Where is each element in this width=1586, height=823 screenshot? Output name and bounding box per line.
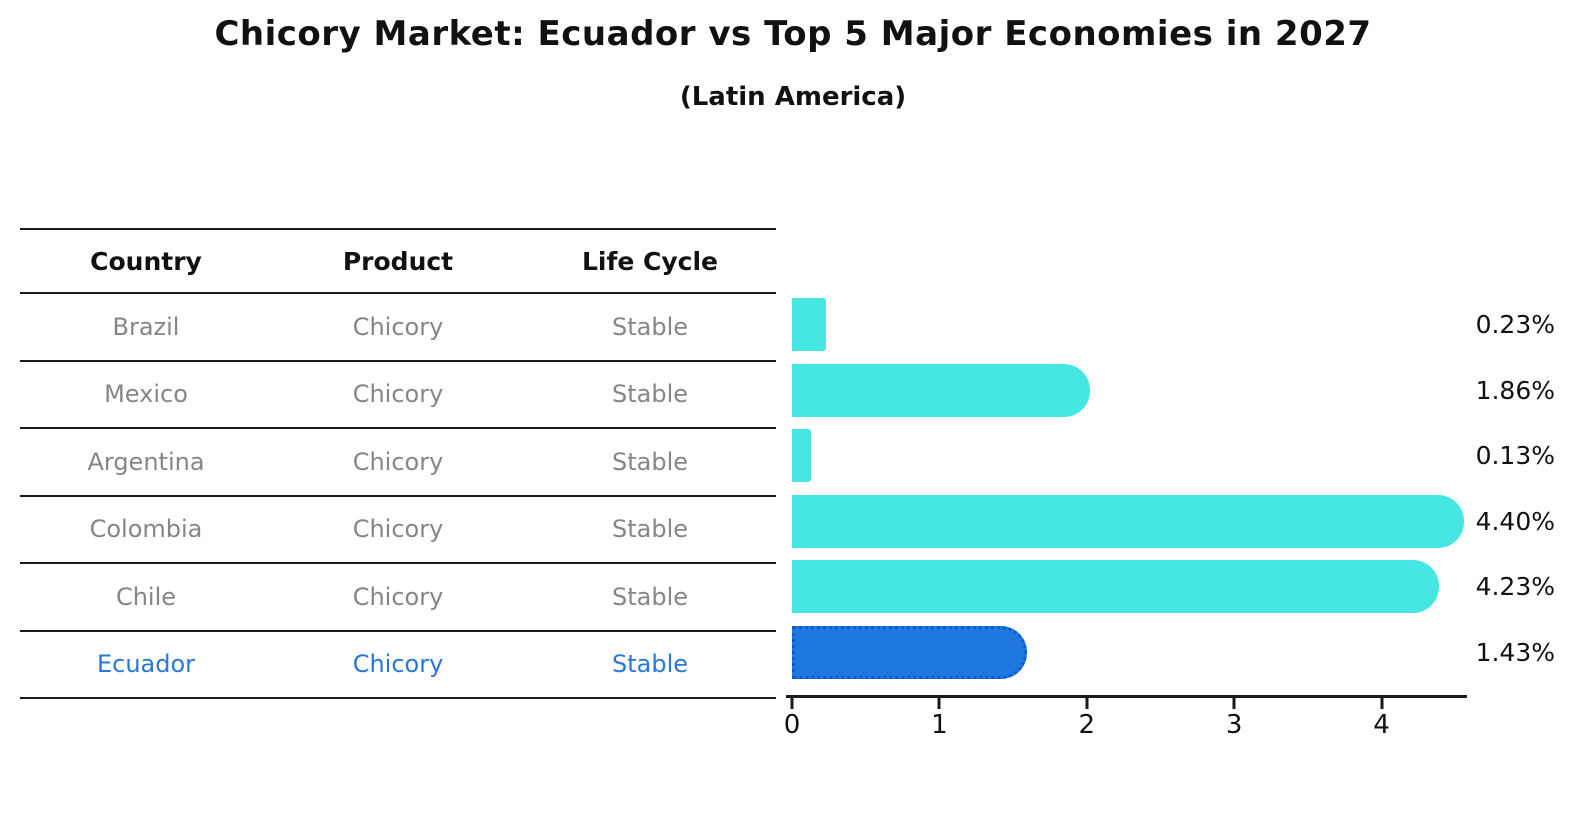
table-row: Mexico Chicory Stable [20, 362, 776, 429]
cell-life_cycle: Stable [611, 515, 689, 544]
x-tick-label: 1 [931, 710, 948, 740]
cell-country: Ecuador [96, 650, 196, 679]
cell-product: Chicory [352, 380, 444, 409]
value-label: 4.23% [1475, 572, 1555, 602]
bar-colombia [792, 494, 1465, 548]
cell-product: Chicory [352, 650, 444, 679]
cell-life_cycle: Stable [611, 650, 689, 679]
table-row: Colombia Chicory Stable [20, 497, 776, 564]
bar-row-brazil [792, 292, 1467, 358]
cell-life_cycle: Stable [611, 380, 689, 409]
x-tick-mark [1232, 698, 1236, 709]
value-label: 1.43% [1475, 637, 1555, 667]
bar-row-argentina [792, 423, 1467, 489]
cell-country: Mexico [104, 380, 188, 409]
cell-product: Chicory [352, 312, 444, 341]
bar-argentina [792, 429, 812, 482]
x-tick-mark [1380, 698, 1384, 709]
country-table: Country Product Life Cycle Brazil Chicory Sta… [20, 228, 776, 699]
value-label: 4.40% [1475, 506, 1555, 536]
cell-life_cycle: Stable [611, 582, 689, 611]
cell-product: Chicory [352, 447, 444, 476]
bar-ecuador [792, 625, 1027, 679]
x-tick-mark [790, 698, 794, 709]
x-axis: 0 1 2 3 4 [783, 695, 1467, 745]
cell-product: Chicory [352, 582, 444, 611]
x-tick-mark [937, 698, 941, 709]
x-tick-mark [1085, 698, 1089, 709]
table-header-row: Country Product Life Cycle [20, 228, 776, 294]
cell-country: Colombia [89, 515, 203, 544]
cell-country: Brazil [112, 312, 180, 341]
x-tick-label: 2 [1078, 710, 1096, 740]
value-label-column: 0.23% 1.86% 0.13% 4.40% 4.23% 1.43% [1430, 292, 1555, 685]
cell-life_cycle: Stable [611, 312, 689, 341]
table-row: Argentina Chicory Stable [20, 429, 776, 497]
cell-country: Argentina [87, 447, 205, 476]
cell-life_cycle: Stable [611, 447, 689, 476]
bar-chile [792, 560, 1440, 613]
bar-row-colombia [792, 489, 1467, 555]
chart-title: Chicory Market: Ecuador vs Top 5 Major E… [214, 14, 1372, 54]
bar-plot-area [792, 292, 1467, 685]
cell-product: Chicory [352, 515, 444, 544]
x-tick-label: 0 [783, 710, 801, 740]
x-tick-label: 4 [1373, 710, 1390, 740]
bar-mexico [792, 363, 1091, 417]
column-header: Product [342, 246, 454, 276]
cell-country: Chile [115, 582, 177, 611]
x-axis-line [786, 695, 1467, 698]
value-label: 0.13% [1475, 441, 1555, 471]
value-label: 0.23% [1475, 310, 1555, 340]
bar-row-chile [792, 554, 1467, 620]
column-header: Country [90, 246, 202, 276]
table-row: Brazil Chicory Stable [20, 294, 776, 362]
table-row: Chile Chicory Stable [20, 564, 776, 632]
column-header: Life Cycle [581, 246, 719, 276]
x-tick-label: 3 [1225, 710, 1243, 740]
chart-subtitle: (Latin America) [679, 82, 907, 112]
bar-row-mexico [792, 358, 1467, 424]
bar-row-ecuador [792, 620, 1467, 686]
value-label: 1.86% [1475, 375, 1555, 405]
table-row: Ecuador Chicory Stable [20, 632, 776, 699]
bar-brazil [792, 298, 826, 351]
